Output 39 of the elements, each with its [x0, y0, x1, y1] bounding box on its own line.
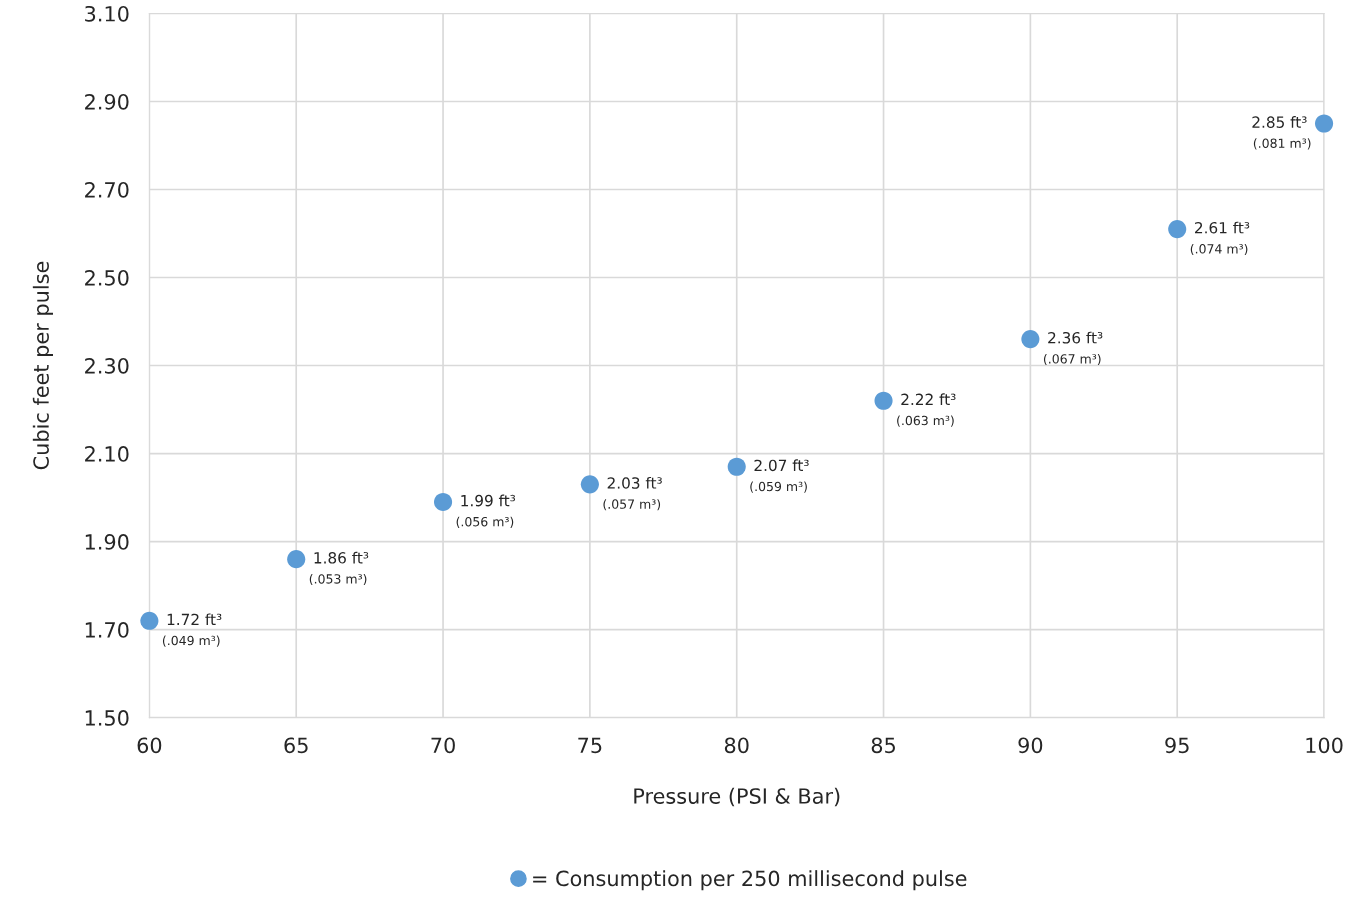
point: [1315, 114, 1334, 133]
x-axis-title: Pressure (PSI & Bar): [634, 787, 840, 807]
point: [140, 611, 159, 630]
data-label: 2.61 ft³ (.074 m³): [1190, 221, 1250, 256]
data-label: 1.99 ft³ (.056 m³): [456, 494, 516, 528]
point: [874, 391, 893, 410]
x-tick-label: 80: [724, 737, 749, 754]
point: [580, 475, 599, 494]
y-tick-label: 3.10: [85, 5, 129, 22]
y-tick-label: 1.50: [85, 710, 129, 726]
x-tick-label: 70: [431, 737, 455, 754]
data-label: 2.85 ft³ (.081 m³): [1252, 116, 1311, 150]
x-tick-label: 65: [284, 737, 308, 754]
y-tick-label: 2.50: [85, 269, 129, 286]
data-label: 2.07 ft³ (.059 m³): [750, 459, 809, 493]
x-tick-label: 100: [1306, 737, 1343, 754]
y-tick-label: 2.90: [85, 93, 129, 110]
x-tick-label: 60: [137, 737, 162, 754]
point: [1021, 330, 1040, 349]
point: [433, 492, 453, 512]
y-tick-label: 2.10: [85, 446, 129, 462]
y-tick-label: 1.70: [85, 622, 129, 638]
x-tick-label: 90: [1018, 737, 1043, 754]
point: [287, 550, 306, 569]
data-label: 1.72 ft³ (.049 m³): [162, 613, 222, 647]
x-tick-label: 95: [1165, 737, 1189, 754]
data-label: 2.22 ft³ (.063 m³): [897, 393, 956, 427]
y-tick-label: 1.90: [85, 534, 129, 550]
point: [1168, 220, 1187, 239]
data-label: 1.86 ft³ (.053 m³): [309, 551, 369, 586]
y-tick-label: 2.30: [85, 357, 129, 374]
legend-label: = Consumption per 250 millisecond pulse: [533, 870, 967, 891]
x-tick-label: 75: [578, 737, 602, 754]
data-label: 2.36 ft³ (.067 m³): [1043, 331, 1103, 366]
y-tick-label: 2.70: [85, 181, 129, 198]
data-label: 2.03 ft³ (.057 m³): [603, 476, 662, 511]
y-axis-title: Cubic feet per pulse: [32, 261, 53, 470]
point: [727, 457, 746, 476]
x-tick-label: 85: [871, 737, 895, 754]
